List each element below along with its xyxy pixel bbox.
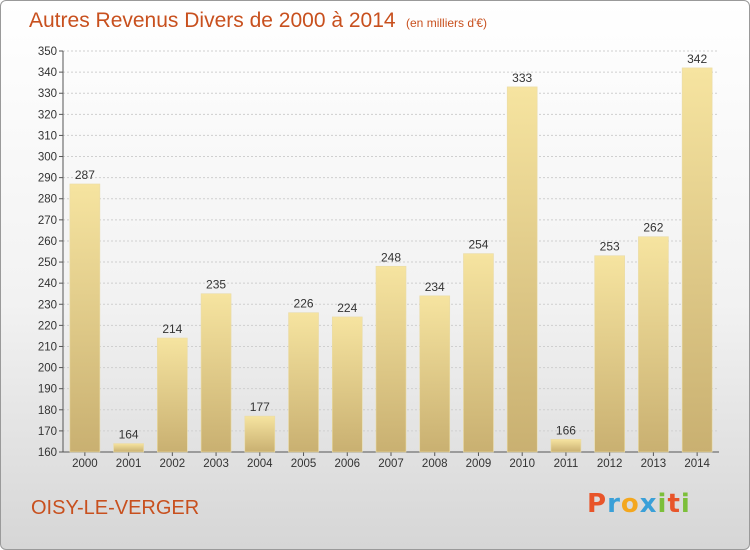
bar-value-label: 234 — [425, 280, 445, 294]
x-tick-label: 2009 — [466, 458, 492, 470]
logo-letter: o — [620, 489, 640, 519]
y-tick-label: 300 — [38, 152, 57, 164]
logo-letter: i — [657, 489, 668, 519]
y-tick-label: 240 — [38, 278, 57, 290]
bar-value-label: 177 — [250, 400, 270, 414]
x-tick-label: 2005 — [291, 458, 317, 470]
bar — [113, 443, 144, 453]
logo-letter: x — [639, 489, 658, 519]
bar — [244, 415, 276, 453]
y-tick-label: 310 — [38, 130, 57, 142]
bar-value-label: 224 — [337, 301, 357, 315]
y-tick-label: 230 — [38, 299, 57, 311]
y-tick-label: 180 — [38, 405, 57, 417]
bar — [419, 295, 451, 453]
bars — [69, 67, 713, 453]
x-tick-label: 2001 — [116, 458, 142, 470]
x-tick-label: 2002 — [160, 458, 186, 470]
proxiti-logo: Proxiti — [587, 489, 691, 519]
bar-value-label: 235 — [206, 278, 226, 292]
bar-value-label: 342 — [687, 52, 707, 66]
logo-letter: P — [587, 489, 608, 519]
bar-value-label: 226 — [294, 297, 314, 311]
x-tick-label: 2010 — [509, 458, 535, 470]
x-tick-label: 2011 — [554, 458, 579, 470]
x-tick-label: 2004 — [247, 458, 273, 470]
bar — [200, 293, 232, 453]
bar — [331, 316, 363, 453]
y-tick-label: 350 — [38, 46, 57, 58]
x-tick-label: 2007 — [378, 458, 404, 470]
y-tick-label: 280 — [38, 194, 57, 206]
y-tick-label: 270 — [38, 215, 57, 227]
bar-value-label: 166 — [556, 423, 576, 437]
bar — [506, 86, 538, 453]
logo-letter: i — [680, 489, 691, 519]
bar — [288, 312, 319, 453]
bar — [375, 265, 407, 453]
y-tick-label: 200 — [38, 363, 57, 375]
bar-value-label: 253 — [600, 240, 620, 254]
chart-title: Autres Revenus Divers de 2000 à 2014 (en… — [29, 9, 487, 33]
bar — [69, 183, 101, 453]
logo-letter: t — [667, 489, 681, 519]
bar-value-label: 262 — [643, 221, 663, 235]
commune-name: OISY-LE-VERGER — [31, 497, 200, 519]
bar — [681, 67, 713, 453]
y-tick-label: 330 — [38, 88, 57, 100]
bar — [157, 337, 188, 453]
bar-value-label: 254 — [468, 238, 488, 252]
x-tick-label: 2008 — [422, 458, 448, 470]
bar-value-label: 248 — [381, 250, 401, 264]
y-tick-label: 340 — [38, 67, 57, 79]
bar-value-label: 333 — [512, 71, 532, 85]
bar-value-label: 164 — [119, 428, 139, 442]
x-tick-label: 2006 — [334, 458, 360, 470]
labels: 160 170 180 190 200 210 220 230 240 250 260 270 280 2… — [38, 46, 711, 470]
y-tick-label: 260 — [38, 236, 57, 248]
bar — [594, 255, 625, 453]
y-tick-label: 290 — [38, 173, 57, 185]
bar — [638, 236, 669, 453]
bar-value-label: 214 — [162, 322, 182, 336]
x-tick-label: 2003 — [203, 458, 229, 470]
chart-title-main: Autres Revenus Divers de 2000 à 2014 — [29, 9, 396, 32]
x-tick-label: 2012 — [597, 458, 623, 470]
x-tick-label: 2000 — [72, 458, 98, 470]
y-tick-label: 190 — [38, 384, 57, 396]
bar — [550, 439, 582, 453]
y-tick-label: 320 — [38, 109, 57, 121]
y-tick-label: 170 — [38, 426, 57, 438]
x-tick-label: 2014 — [684, 458, 710, 470]
bar — [463, 253, 494, 453]
y-tick-label: 220 — [38, 320, 57, 332]
bar-value-label: 287 — [75, 168, 95, 182]
x-tick-label: 2013 — [641, 458, 667, 470]
y-tick-label: 160 — [38, 447, 57, 459]
y-tick-label: 250 — [38, 257, 57, 269]
logo-letter: r — [607, 489, 621, 519]
y-tick-label: 210 — [38, 341, 57, 353]
chart-title-unit: (en milliers d'€) — [406, 16, 487, 30]
